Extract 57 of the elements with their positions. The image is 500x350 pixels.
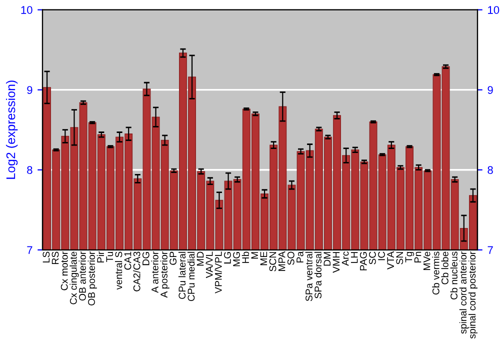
x-tick-label: DG: [142, 252, 150, 266]
x-tick-label: PAG: [360, 252, 367, 270]
x-tick-label: Tg: [405, 252, 414, 262]
x-tick-label: spinal cord posterior: [468, 251, 478, 339]
x-tick-label: MD: [196, 252, 204, 266]
y-tick-label: 8: [27, 166, 32, 174]
x-tick-label: SPa ventral: [305, 252, 312, 302]
y-tick-label: 10: [21, 6, 32, 14]
x-tick-label: ME: [260, 252, 268, 266]
x-tick-label: GP: [170, 252, 177, 265]
x-tick-label: Pir: [96, 251, 104, 262]
x-tick-label: ventral S: [115, 252, 122, 290]
x-tick-label: SN: [396, 252, 404, 264]
x-tick-label: SCN: [269, 252, 276, 272]
x-tick-label: CPu medial: [188, 252, 195, 302]
x-tick-label: Cb lobe: [441, 252, 448, 284]
x-tick-label: MVe: [423, 252, 430, 270]
x-tick-label: OB posterior: [88, 251, 97, 306]
x-tick-label: Cx motor: [60, 251, 68, 290]
x-tick-label: MG: [233, 252, 240, 266]
x-tick-label: Cb vermis: [432, 252, 440, 295]
y-tick-label: 7: [27, 246, 32, 254]
y-axis-title: Log2 (expression): [6, 80, 18, 179]
x-tick-label: LH: [350, 252, 358, 263]
x-tick-label: OB anterior: [78, 251, 86, 301]
y2-tick-label: 7: [488, 246, 493, 254]
x-tick-label: MPA: [278, 251, 286, 271]
x-tick-label: A posterior: [160, 251, 170, 298]
x-tick-label: Tu: [106, 252, 114, 262]
x-tick-label: Hb: [242, 252, 250, 263]
x-tick-label: A anterior: [151, 251, 158, 293]
x-tick-label: Cx cingulate: [70, 252, 79, 304]
x-tick-label: VMH: [332, 252, 340, 273]
x-tick-label: VA/VL: [206, 252, 213, 278]
x-tick-label: LS: [42, 252, 50, 262]
x-tick-label: Pn: [414, 252, 422, 262]
x-tick-label: Arc: [342, 252, 349, 266]
x-tick-label: LG: [224, 252, 231, 264]
x-tick-label: VPM/VPL: [214, 252, 222, 294]
x-tick-label: CA2/CA3: [133, 252, 140, 292]
x-tick-label: SO: [287, 252, 294, 265]
x-tick-label: VTA: [387, 251, 394, 270]
x-tick-label: DM: [324, 252, 330, 266]
x-tick-label: Pa: [296, 251, 304, 262]
x-tick-label: CPu lateral: [178, 252, 186, 299]
x-tick-label: CA1: [124, 252, 132, 270]
x-tick-label: spinal cord anterior: [459, 251, 468, 334]
x-tick-label: IC: [378, 252, 385, 260]
x-tick-label: Cb nucleus: [450, 252, 458, 300]
y2-tick-label: 10: [488, 6, 500, 14]
x-tick-label: SPa dorsal: [314, 252, 322, 298]
x-tick-label: RS: [52, 252, 59, 264]
y2-tick-label: 8: [488, 166, 493, 174]
x-tick-label: SC: [369, 252, 376, 264]
y2-tick-label: 9: [488, 86, 493, 94]
y-tick-label: 9: [27, 86, 32, 94]
x-tick-label: M: [251, 252, 258, 259]
